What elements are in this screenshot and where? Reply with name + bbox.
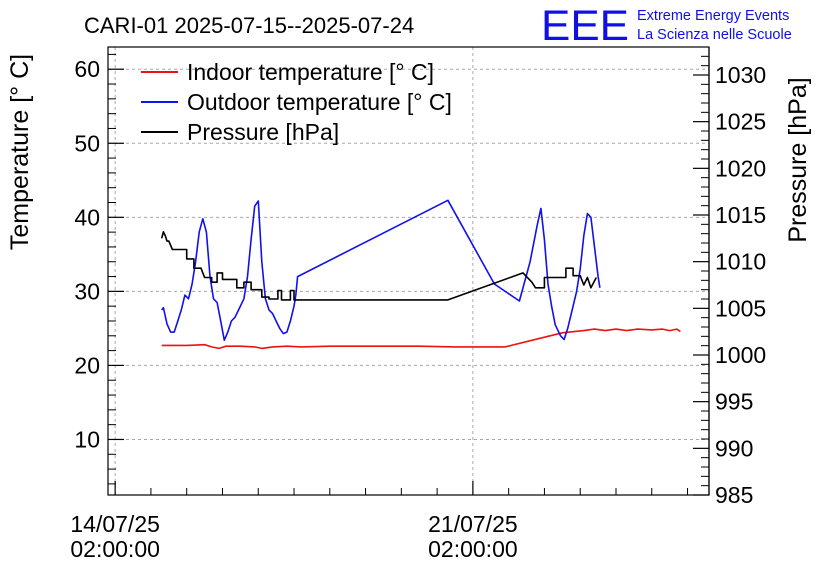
y-left-tick-label: 30	[74, 278, 100, 304]
logo-line2: La Scienza nelle Scuole	[637, 27, 792, 43]
y-left-tick-label: 50	[74, 130, 100, 156]
y-right-tick-label: 995	[715, 389, 753, 415]
y-right-tick-label: 1015	[715, 202, 766, 228]
chart-title: CARI-01 2025-07-15--2025-07-24	[84, 13, 414, 38]
legend-label: Indoor temperature [° C]	[187, 59, 434, 85]
legend-label: Outdoor temperature [° C]	[187, 89, 452, 115]
y-left-tick-label: 20	[74, 352, 100, 378]
x-tick-label-date: 14/07/25	[70, 511, 160, 537]
y-axis-right-label: Pressure [hPa]	[784, 77, 812, 242]
y-right-tick-label: 1020	[715, 155, 766, 181]
series-line-pressure	[160, 231, 598, 301]
legend-label: Pressure [hPa]	[187, 119, 339, 145]
y-right-tick-label: 1000	[715, 342, 766, 368]
series-line-outdoor-temperature	[161, 199, 601, 342]
right-axis: 985 990 995 1000 1005 1010 1015 1020 1025 1030	[693, 55, 766, 508]
eee-logo: EEE Extreme Energy Events La Scienza nel…	[541, 2, 792, 50]
y-right-tick-label: 990	[715, 435, 753, 461]
y-right-tick-label: 985	[715, 482, 753, 508]
x-tick-label-date: 21/07/25	[428, 511, 518, 537]
y-right-tick-label: 1030	[715, 62, 766, 88]
y-right-tick-label: 1025	[715, 109, 766, 135]
y-right-tick-label: 1010	[715, 249, 766, 275]
series-line-indoor-temperature	[161, 328, 681, 350]
y-left-tick-label: 10	[74, 426, 100, 452]
legend: Indoor temperature [° C] Outdoor temperat…	[141, 59, 452, 145]
y-left-tick-label: 60	[74, 56, 100, 82]
series-layer	[160, 199, 681, 350]
left-axis: 10 20 30 40 50 60	[74, 53, 124, 485]
logo-line1: Extreme Energy Events	[637, 8, 789, 24]
logo-mark: EEE	[541, 2, 629, 50]
x-tick-label-time: 02:00:00	[70, 536, 160, 562]
grid	[108, 47, 709, 495]
x-tick-label-time: 02:00:00	[428, 536, 518, 562]
y-right-tick-label: 1005	[715, 295, 766, 321]
y-left-tick-label: 40	[74, 204, 100, 230]
y-axis-left-label: Temperature [° C]	[6, 54, 34, 250]
